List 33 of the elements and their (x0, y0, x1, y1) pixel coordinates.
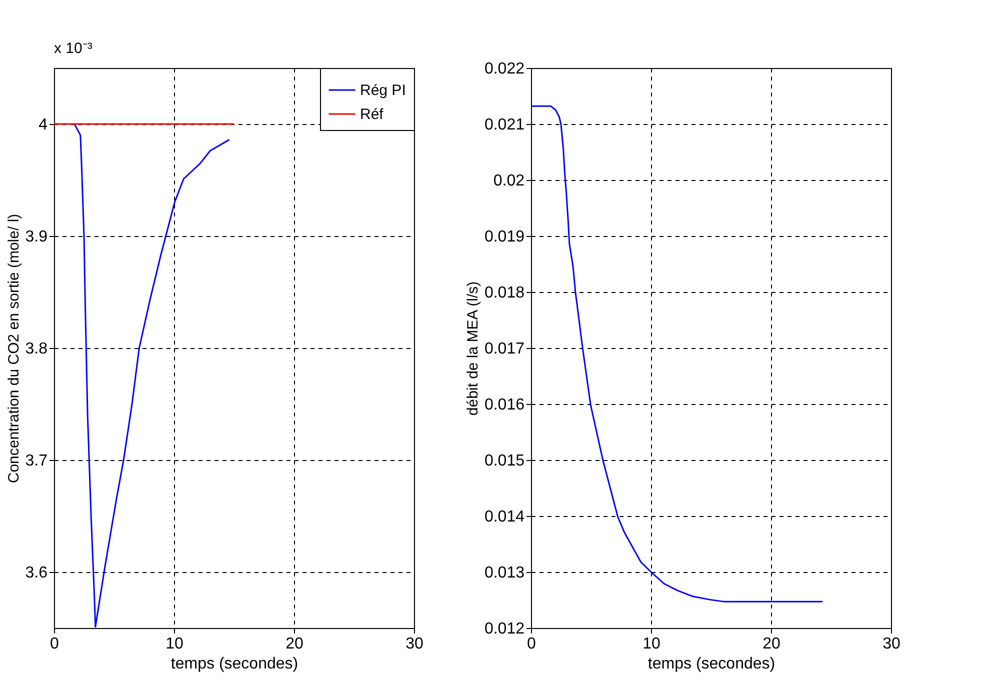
y-tick-label: 0.021 (484, 116, 525, 134)
x-axis-title: temps (secondes) (648, 656, 776, 672)
x-tick-label: 0 (50, 636, 60, 652)
y-tick-label: 3.8 (25, 340, 48, 358)
y-axis-title: Concentration du CO2 en sortie (mole/ l) (5, 214, 22, 484)
x-tick-label: 10 (166, 636, 184, 652)
y-tick-label: 0.013 (484, 564, 525, 582)
x-tick-label: 20 (762, 636, 780, 652)
line-series (530, 105, 824, 602)
y-tick-label: 0.015 (484, 452, 525, 470)
y-tick-label: 0.012 (484, 620, 525, 638)
text: x 10⁻³ (54, 40, 92, 57)
legend-label: Rég PI (360, 82, 406, 99)
y-tick-label: 0.017 (484, 340, 525, 358)
y-tick-label: 4 (38, 116, 48, 134)
x-tick-label: 30 (406, 636, 424, 652)
x-tick-label: 30 (882, 636, 900, 652)
line-series (74, 123, 230, 628)
y-tick-label: 0.014 (484, 508, 525, 526)
y-tick-label: 0.018 (484, 284, 525, 302)
legend-label: Réf (360, 106, 384, 123)
y-axis-title: débit de la MEA (l/s) (464, 281, 482, 416)
y-tick-label: 0.016 (484, 396, 525, 414)
y-tick-label: 3.9 (25, 228, 48, 246)
y-tick-label: 3.6 (25, 564, 48, 582)
y-tick-label: 0.02 (493, 172, 525, 190)
y-tick-label: 3.7 (25, 452, 48, 470)
x-tick-label: 0 (527, 636, 536, 652)
y-tick-label: 0.019 (484, 228, 525, 246)
y-tick-label: 0.022 (484, 60, 525, 78)
x-axis-title: temps (secondes) (170, 656, 298, 672)
x-tick-label: 10 (642, 636, 660, 652)
x-tick-label: 20 (286, 636, 304, 652)
